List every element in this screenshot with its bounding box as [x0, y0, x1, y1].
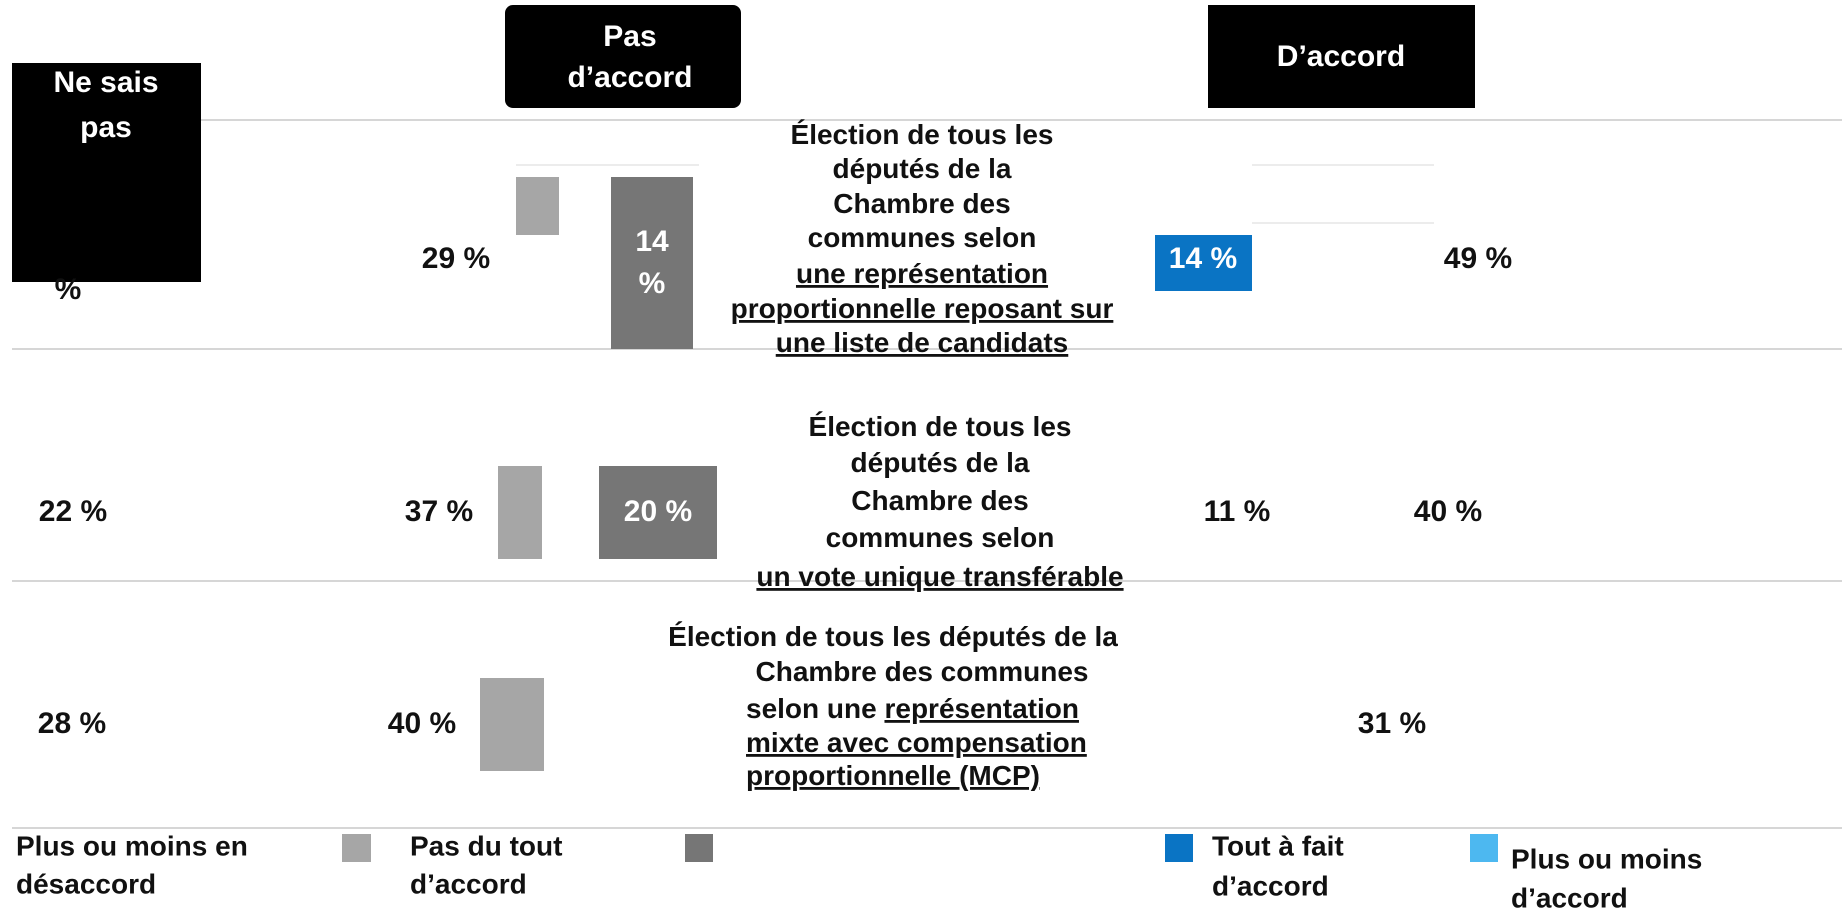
label-segment: Chambre des communes: [756, 656, 1089, 687]
agree-total: 40 %: [1414, 495, 1482, 528]
label-segment: un vote unique transférable: [756, 561, 1123, 592]
row-label-line: Chambre des: [851, 485, 1028, 516]
label-segment: selon une: [746, 693, 884, 724]
header-disagree: Pas: [603, 20, 656, 53]
label-segment: Élection de tous les: [791, 119, 1054, 150]
label-segment: une liste de candidats: [776, 327, 1069, 358]
header-box: [1208, 5, 1475, 108]
bar-light: [516, 177, 559, 235]
header-box: [505, 5, 741, 108]
agree-total: 49 %: [1444, 242, 1512, 275]
bar-dark: [611, 177, 693, 349]
label-segment: députés de la: [833, 153, 1012, 184]
label-segment: proportionnelle reposant sur: [731, 293, 1114, 324]
bar-blue: [1155, 235, 1252, 291]
legend-label: d’accord: [410, 868, 527, 899]
row-label-line: députés de la: [833, 153, 1012, 184]
legend-swatch: [1470, 834, 1498, 862]
header-agree: D’accord: [1277, 40, 1405, 73]
header-disagree: d’accord: [567, 61, 692, 94]
row-label-line: Élection de tous les députés de la: [668, 621, 1118, 652]
legend-swatch: [1165, 834, 1193, 862]
strongly-agree: 11 %: [1204, 495, 1271, 528]
agree-total: 31 %: [1358, 707, 1426, 740]
legend-label: Tout à fait: [1212, 830, 1344, 861]
row-label-line: proportionnelle reposant sur: [731, 293, 1114, 324]
row-label-line: selon une représentation: [746, 693, 1079, 724]
label-segment: proportionnelle (MCP): [746, 760, 1040, 791]
row-label-line: communes selon: [826, 522, 1055, 553]
label-segment: communes selon: [808, 222, 1037, 253]
row-label-line: une représentation: [796, 258, 1048, 289]
disagree-total: 37 %: [405, 495, 473, 528]
strongly-agree: 14 %: [1169, 242, 1237, 275]
header-line: pas: [80, 111, 132, 144]
dont-know-value: %: [55, 273, 82, 306]
bar-dark: [599, 466, 717, 559]
legend-swatch: [685, 834, 713, 862]
dont-know-value: 22 %: [39, 495, 107, 528]
row-label-line: députés de la: [851, 447, 1030, 478]
label-segment: Chambre des: [833, 188, 1010, 219]
row-label-line: Chambre des: [833, 188, 1010, 219]
strongly-disagree: 20 %: [624, 495, 692, 528]
legend-label: Plus ou moins: [1511, 843, 1702, 874]
row-label-line: Élection de tous les: [809, 411, 1072, 442]
label-segment: une représentation: [796, 258, 1048, 289]
label-segment: Élection de tous les: [809, 411, 1072, 442]
label-segment: mixte avec compensation: [746, 727, 1087, 758]
bar-light: [480, 678, 544, 771]
label-segment: Élection de tous les députés de la: [668, 621, 1118, 652]
row-label-line: communes selon: [808, 222, 1037, 253]
legend-label: d’accord: [1511, 882, 1628, 910]
bar-light: [498, 466, 542, 559]
legend-label: d’accord: [1212, 870, 1329, 901]
legend-label: Plus ou moins en: [16, 830, 248, 861]
header-dont-know: Ne sais pas: [53, 66, 158, 144]
strongly-disagree: 14: [635, 225, 669, 258]
row-label-line: un vote unique transférable: [756, 561, 1123, 592]
label-segment: députés de la: [851, 447, 1030, 478]
legend-swatch: [342, 834, 371, 862]
disagree-total: 40 %: [388, 707, 456, 740]
row-label-line: une liste de candidats: [776, 327, 1069, 358]
row-label-line: Chambre des communes: [756, 656, 1089, 687]
label-segment: Chambre des: [851, 485, 1028, 516]
disagree-total: 29 %: [422, 242, 490, 275]
label-segment: communes selon: [826, 522, 1055, 553]
strongly-disagree: %: [639, 267, 666, 300]
header-line: Ne sais: [53, 66, 158, 99]
label-segment: représentation: [884, 693, 1079, 724]
header-box: [12, 63, 201, 282]
row-label-line: Élection de tous les: [791, 119, 1054, 150]
legend-label: désaccord: [16, 868, 156, 899]
row-label-line: proportionnelle (MCP): [746, 760, 1040, 791]
dont-know-value: 28 %: [38, 707, 106, 740]
legend-label: Pas du tout: [410, 830, 562, 861]
row-label-line: mixte avec compensation: [746, 727, 1087, 758]
